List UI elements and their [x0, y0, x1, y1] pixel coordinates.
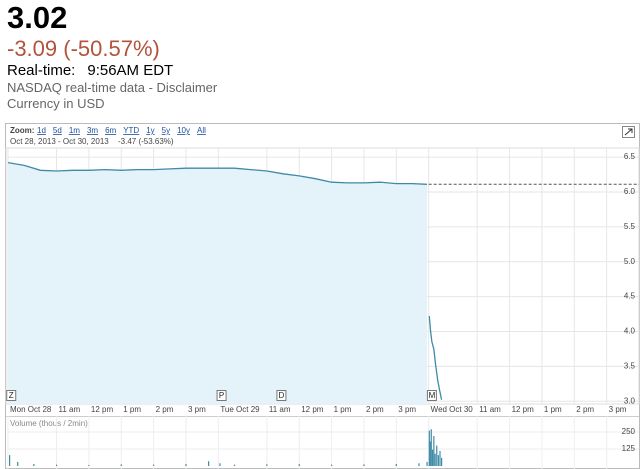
volume-bar	[9, 455, 11, 466]
zoom-option[interactable]: 1y	[146, 126, 154, 135]
volume-tick-label: 250	[622, 427, 636, 436]
volume-bar	[88, 464, 90, 466]
currency: Currency in USD	[7, 96, 105, 111]
flag[interactable]	[216, 390, 227, 401]
y-tick-label: 4.5	[624, 292, 636, 301]
x-tick-label: 2 pm	[156, 405, 174, 414]
y-tick-label: 6.5	[624, 152, 636, 161]
x-tick-label: Wed Oct 30	[431, 405, 474, 414]
volume-bar	[437, 455, 439, 466]
volume-bar	[17, 461, 19, 466]
x-tick-label: 11 am	[479, 405, 501, 414]
x-tick-label: 3 pm	[609, 405, 627, 414]
x-tick-label: 11 am	[59, 405, 81, 414]
y-tick-label: 4.0	[624, 327, 636, 336]
x-tick-label: 11 am	[269, 405, 291, 414]
volume-tick-label: 125	[622, 444, 636, 453]
volume-bar	[430, 429, 432, 466]
volume-bar	[429, 441, 431, 466]
x-tick-label: 1 pm	[334, 405, 352, 414]
zoom-label: Zoom:	[10, 126, 34, 135]
x-tick-label: 2 pm	[366, 405, 384, 414]
flag-label: Z	[9, 391, 14, 400]
volume-bar	[33, 463, 35, 466]
x-tick-label: Tue Oct 29	[220, 405, 260, 414]
volume-bar	[426, 461, 428, 466]
zoom-option[interactable]: YTD	[123, 126, 139, 135]
volume-bar	[428, 430, 430, 466]
price-line	[7, 161, 443, 400]
zoom-option[interactable]: All	[197, 126, 206, 135]
volume-bar	[433, 436, 435, 466]
volume-bar	[153, 464, 155, 466]
flag[interactable]	[276, 390, 287, 401]
x-tick-label: 12 pm	[301, 405, 324, 414]
quote-header: 3.02 -3.09 (-50.57%) Real-time: 9:56AM ED…	[7, 0, 217, 112]
x-tick-label: 12 pm	[91, 405, 114, 414]
y-tick-label: 5.5	[624, 222, 636, 231]
volume-bar	[266, 464, 268, 466]
volume-bar	[434, 453, 436, 466]
flag-label: D	[279, 391, 285, 400]
x-tick-label: 12 pm	[512, 405, 535, 414]
zoom-option[interactable]: 5y	[162, 126, 170, 135]
y-tick-label: 5.0	[624, 257, 636, 266]
volume-label: Volume (thous / 2min)	[10, 419, 88, 428]
x-tick-label: 3 pm	[188, 405, 206, 414]
zoom-option[interactable]: 6m	[105, 126, 116, 135]
volume-bar	[418, 463, 420, 466]
flag[interactable]	[6, 390, 17, 401]
volume-bar	[330, 464, 333, 466]
volume-bar	[363, 464, 365, 466]
volume-bar	[233, 464, 236, 466]
flag[interactable]	[426, 390, 437, 401]
volume-bar	[395, 463, 397, 466]
volume-bar	[120, 464, 122, 466]
volume-bar	[208, 461, 210, 466]
volume-bar	[436, 445, 438, 466]
flag-label: P	[219, 391, 224, 400]
range-change: -3.47 (-53.63%)	[118, 137, 174, 146]
volume-bar	[185, 463, 187, 466]
zoom-option[interactable]: 1d	[37, 126, 46, 135]
volume-bar	[439, 451, 441, 466]
volume-bar	[298, 464, 300, 466]
x-tick-label: Mon Oct 28	[10, 405, 52, 414]
volume-bar	[55, 464, 58, 466]
price-area	[8, 162, 428, 404]
x-tick-label: 3 pm	[398, 405, 416, 414]
source[interactable]: NASDAQ real-time data - Disclaimer	[7, 80, 218, 95]
price: 3.02	[7, 0, 68, 35]
volume-bar	[441, 457, 443, 466]
y-tick-label: 6.0	[624, 187, 636, 196]
x-tick-label: 2 pm	[576, 405, 594, 414]
y-tick-label: 3.5	[624, 361, 636, 370]
realtime: Real-time: 9:56AM EDT	[7, 62, 217, 80]
expand-button[interactable]	[622, 126, 635, 138]
volume-bar	[219, 463, 221, 466]
y-tick-label: 3.0	[624, 396, 636, 405]
zoom-option[interactable]: 3m	[87, 126, 98, 135]
change: -3.09 (-50.57%)	[7, 36, 160, 61]
zoom-option[interactable]: 5d	[53, 126, 62, 135]
flag-label: M	[429, 391, 436, 400]
zoom-option[interactable]: 1m	[69, 126, 80, 135]
realtime-value: 9:56AM EDT	[87, 62, 174, 79]
x-tick-label: 1 pm	[123, 405, 141, 414]
realtime-label: Real-time:	[7, 62, 76, 79]
date-range: Oct 28, 2013 - Oct 30, 2013	[10, 137, 109, 146]
x-tick-label: 1 pm	[544, 405, 562, 414]
zoom-option[interactable]: 10y	[177, 126, 190, 135]
volume-bar	[431, 449, 434, 466]
